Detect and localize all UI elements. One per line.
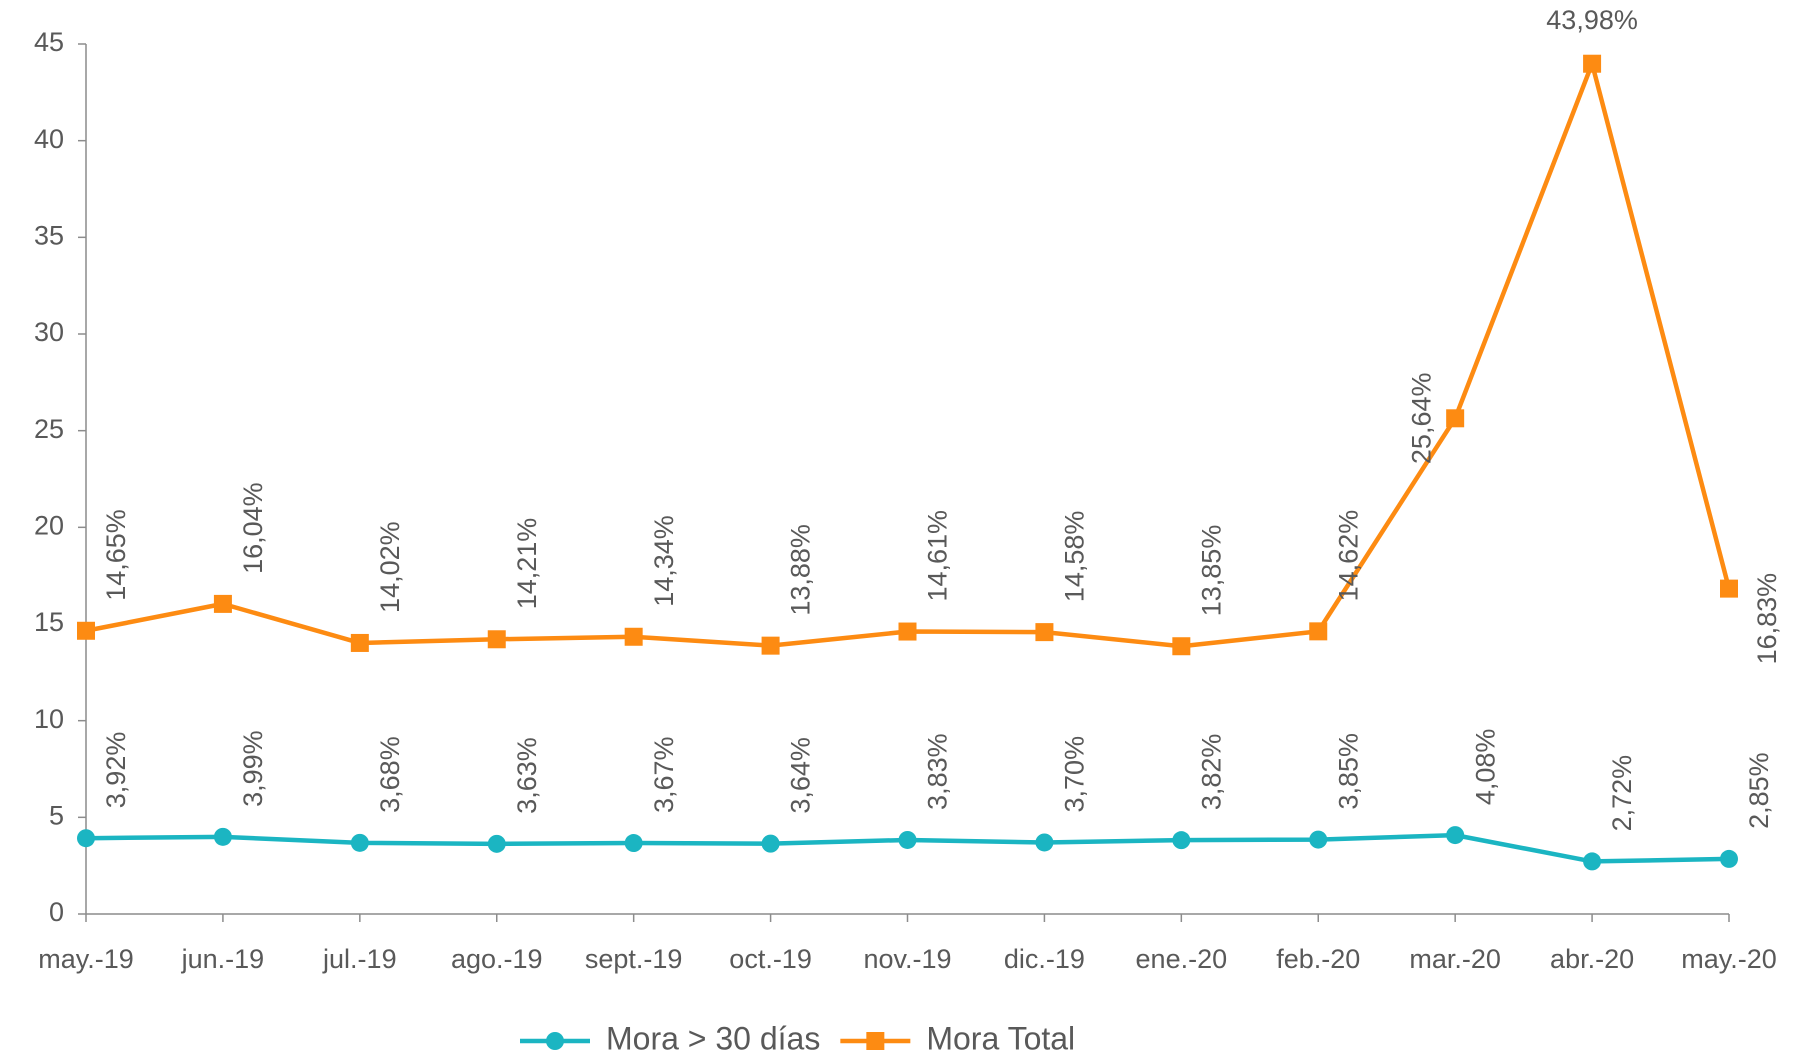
data-label: 3,64% (786, 737, 816, 814)
marker (1720, 579, 1738, 598)
y-tick-label: 35 (34, 220, 64, 250)
data-label: 2,72% (1607, 755, 1637, 832)
data-label: 3,68% (375, 736, 405, 813)
data-label: 3,63% (512, 737, 542, 814)
marker (1172, 831, 1191, 850)
x-tick-label: dic.-19 (1004, 944, 1085, 974)
marker (1035, 833, 1054, 852)
data-label: 25,64% (1406, 373, 1436, 465)
x-tick-label: jul.-19 (322, 944, 397, 974)
marker (1035, 623, 1054, 642)
data-label: 14,62% (1333, 510, 1363, 602)
y-tick-label: 5 (49, 800, 64, 830)
x-tick-label: oct.-19 (729, 944, 812, 974)
y-tick-label: 0 (49, 897, 64, 927)
y-tick-label: 25 (34, 414, 64, 444)
marker (1309, 830, 1328, 849)
legend-label: Mora > 30 días (606, 1020, 820, 1056)
legend-label: Mora Total (926, 1020, 1075, 1056)
x-tick-label: mar.-20 (1409, 944, 1501, 974)
marker (1720, 849, 1738, 868)
data-label: 3,83% (923, 733, 953, 810)
y-tick-label: 40 (34, 124, 64, 154)
legend-marker (546, 1032, 564, 1050)
marker (761, 834, 780, 853)
marker (1172, 637, 1191, 656)
data-label: 14,21% (512, 518, 542, 610)
marker (213, 827, 232, 846)
x-tick-label: ago.-19 (451, 944, 543, 974)
data-label: 43,98% (1546, 5, 1638, 35)
marker (487, 630, 506, 649)
legend-marker (866, 1032, 885, 1050)
x-tick-label: may.-20 (1681, 944, 1777, 974)
data-label: 13,88% (786, 524, 816, 616)
y-tick-label: 30 (34, 317, 64, 347)
marker (1583, 852, 1602, 871)
marker (898, 622, 917, 641)
data-label: 3,92% (101, 732, 131, 809)
y-tick-label: 10 (34, 704, 64, 734)
x-tick-label: ene.-20 (1136, 944, 1228, 974)
marker (1446, 409, 1465, 428)
data-label: 3,82% (1196, 734, 1226, 811)
x-tick-label: abr.-20 (1550, 944, 1634, 974)
x-tick-label: sept.-19 (585, 944, 683, 974)
data-label: 16,83% (1752, 573, 1782, 665)
marker (1446, 826, 1465, 845)
x-tick-label: may.-19 (38, 944, 134, 974)
marker (350, 633, 369, 652)
marker (77, 621, 95, 640)
data-label: 14,34% (649, 515, 679, 607)
data-label: 13,85% (1196, 525, 1226, 617)
y-tick-label: 45 (34, 27, 64, 57)
data-label: 14,58% (1060, 511, 1090, 603)
data-label: 14,02% (375, 521, 405, 613)
x-tick-label: feb.-20 (1276, 944, 1360, 974)
x-tick-label: nov.-19 (863, 944, 951, 974)
marker (1309, 622, 1328, 641)
data-label: 14,61% (923, 510, 953, 602)
data-label: 4,08% (1470, 729, 1500, 806)
marker (350, 833, 369, 852)
x-tick-label: jun.-19 (181, 944, 265, 974)
series-line (85, 61, 1732, 649)
marker (77, 829, 95, 848)
data-label: 3,67% (649, 736, 679, 813)
marker (624, 834, 643, 853)
data-label: 3,99% (238, 730, 268, 807)
marker (213, 594, 232, 613)
marker (624, 627, 643, 646)
y-tick-label: 20 (34, 510, 64, 540)
y-tick-label: 15 (34, 607, 64, 637)
marker (487, 834, 506, 853)
data-label: 14,65% (101, 509, 131, 601)
marker (898, 830, 917, 849)
marker (761, 636, 780, 655)
data-label: 3,85% (1333, 733, 1363, 810)
data-label: 3,70% (1060, 736, 1090, 813)
data-label: 16,04% (238, 482, 268, 574)
data-label: 2,85% (1744, 752, 1774, 829)
marker (1583, 54, 1602, 73)
